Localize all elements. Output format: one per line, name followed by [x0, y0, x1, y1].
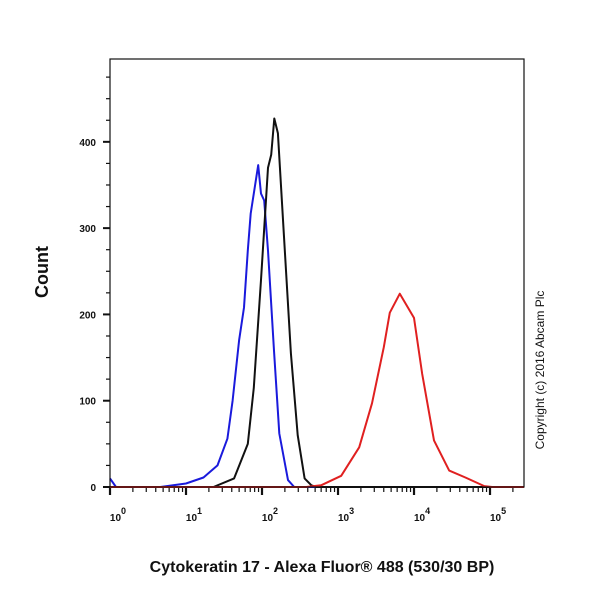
x-tick-exponent: 5 — [501, 506, 506, 516]
x-tick-exponent: 4 — [425, 506, 430, 516]
x-tick-label: 105 — [490, 506, 506, 524]
y-tick-label: 100 — [79, 397, 96, 408]
histogram-series-1 — [110, 117, 524, 488]
x-tick-base: 10 — [262, 513, 274, 524]
x-tick-base: 10 — [490, 513, 502, 524]
x-tick-exponent: 2 — [273, 506, 278, 516]
x-tick-base: 10 — [110, 513, 122, 524]
x-tick-exponent: 1 — [197, 506, 202, 516]
x-tick-exponent: 0 — [121, 506, 126, 516]
x-axis-title: Cytokeratin 17 - Alexa Fluor® 488 (530/3… — [150, 559, 495, 576]
y-tick-label: 300 — [79, 224, 96, 235]
y-tick-label: 200 — [79, 310, 96, 321]
histogram-series-0 — [109, 164, 524, 488]
x-tick-label: 104 — [414, 506, 430, 524]
x-tick-label: 101 — [186, 506, 202, 524]
x-tick-base: 10 — [414, 513, 426, 524]
x-tick-label: 100 — [110, 506, 126, 524]
x-tick-exponent: 3 — [349, 506, 354, 516]
copyright-annotation: Copyright (c) 2016 Abcam Plc — [533, 291, 547, 450]
histogram-series-2 — [110, 292, 524, 488]
x-tick-label: 102 — [262, 506, 278, 524]
x-tick-base: 10 — [338, 513, 350, 524]
y-axis-title: Count — [32, 246, 52, 298]
plot-frame — [109, 58, 525, 488]
y-tick-label: 400 — [79, 138, 96, 149]
x-tick-label: 103 — [338, 506, 354, 524]
x-tick-base: 10 — [186, 513, 198, 524]
y-tick-label: 0 — [90, 483, 96, 494]
